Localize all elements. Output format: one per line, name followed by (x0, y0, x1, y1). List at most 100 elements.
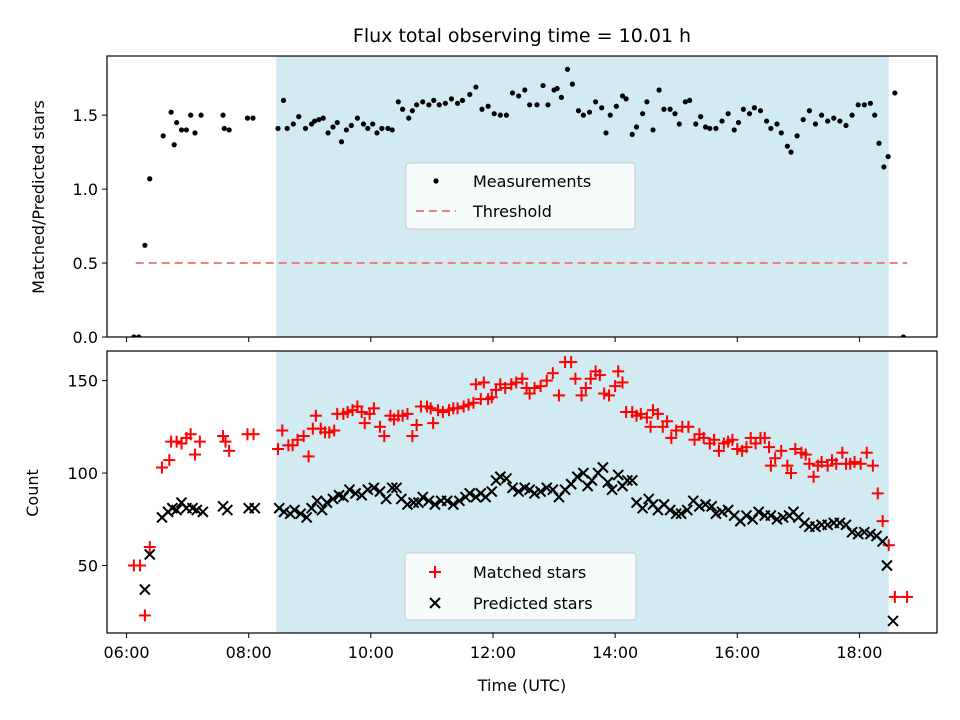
x-axis-label: Time (UTC) (477, 676, 566, 695)
matched-star-point (603, 389, 616, 402)
predicted-star-point (316, 504, 328, 516)
measurement-point (280, 97, 287, 103)
measurement-point (302, 125, 309, 132)
measurement-point (192, 130, 198, 136)
matched-star-point (871, 487, 884, 500)
predicted-star-point (197, 506, 209, 518)
ratio-y-axis-label: Matched/Predicted stars (29, 100, 48, 294)
measurement-point (136, 334, 142, 337)
matched-star-point (133, 559, 146, 572)
predicted-star-point (881, 559, 893, 572)
measurement-point (881, 164, 887, 170)
measurement-point (751, 105, 757, 111)
measurement-point (284, 125, 290, 132)
matched-star-point (876, 515, 889, 528)
matched-star-point (510, 376, 523, 389)
matched-star-point (815, 455, 828, 468)
measurement-point (330, 124, 336, 130)
measurement-point (516, 93, 522, 99)
matched-star-point (612, 365, 625, 378)
ratio-y-tick-label: 0.0 (73, 328, 98, 347)
matched-star-point (609, 380, 622, 393)
legend-predicted-label: Predicted stars (473, 594, 593, 613)
matched-star-point (848, 455, 861, 468)
matched-star-point (155, 461, 168, 474)
predicted-star-point (500, 472, 513, 485)
matched-star-point (569, 372, 582, 385)
ratio-y-tick-label: 0.5 (73, 254, 98, 273)
measurement-point (312, 118, 318, 124)
measurement-point (198, 112, 204, 118)
matched-star-point (807, 470, 820, 483)
predicted-star-point (534, 485, 547, 498)
measurement-point (735, 119, 742, 126)
legend-measurement-marker (433, 178, 439, 184)
matched-star-point (552, 389, 565, 402)
predicted-star-point (380, 493, 392, 505)
measurement-point (825, 118, 831, 124)
measurement-point (725, 111, 731, 117)
measurement-point (676, 121, 682, 127)
measurement-point (509, 90, 516, 96)
matched-star-point (540, 374, 553, 387)
measurement-point (395, 99, 401, 105)
measurement-point (147, 176, 153, 182)
measurement-point (522, 87, 528, 93)
measurement-point (414, 102, 420, 108)
count-legend-box (404, 552, 637, 621)
predicted-star-point (305, 502, 318, 514)
measurement-point (168, 109, 174, 115)
measurement-point (788, 149, 794, 155)
matched-star-point (163, 454, 176, 467)
matched-star-point (665, 431, 678, 444)
measurement-point (360, 121, 367, 127)
measurement-point (876, 140, 882, 146)
matched-star-point (410, 418, 423, 431)
measurement-point (459, 97, 466, 103)
matched-star-point (785, 467, 798, 480)
measurement-point (872, 112, 878, 118)
measurement-point (812, 121, 819, 127)
matched-star-point (769, 452, 782, 465)
legend-predicted-marker (429, 597, 441, 609)
measurement-point (806, 108, 812, 114)
predicted-star-point (417, 491, 429, 503)
matched-star-point (223, 444, 236, 457)
measurement-point (592, 99, 599, 105)
ratio-y-tick-label: 1.5 (73, 106, 98, 125)
measurement-point (178, 127, 185, 133)
count-plot-frame (106, 350, 938, 634)
predicted-star-point (343, 483, 356, 496)
matched-star-point (575, 389, 588, 402)
measurement-point (171, 142, 177, 148)
measurement-point (768, 125, 774, 132)
measurement-point (885, 153, 891, 160)
matched-star-point (188, 448, 201, 461)
predicted-star-point (705, 500, 718, 513)
matched-star-point (697, 431, 710, 444)
count-panel: 50 100 150 06:00 08:00 10:00 12:00 14:00 16:00 1… (23, 350, 938, 695)
measurement-point (540, 82, 546, 89)
matched-star-point (712, 444, 725, 457)
measurement-point (409, 108, 415, 114)
matched-star-point (427, 417, 440, 430)
measurement-point (325, 130, 331, 136)
predicted-star-point (321, 496, 333, 509)
predicted-star-point (664, 504, 676, 516)
measurement-point (613, 103, 619, 109)
measurement-point (586, 109, 593, 115)
measurement-point (527, 102, 533, 108)
measurement-point (599, 105, 605, 111)
measurement-point (698, 114, 704, 120)
matched-star-point (184, 428, 197, 441)
measurement-point (575, 108, 582, 114)
measurement-point (746, 111, 753, 117)
measurement-point (338, 139, 345, 145)
measurement-point (843, 122, 849, 129)
matched-star-point (789, 443, 802, 456)
measurement-point (420, 99, 426, 105)
measurement-point (580, 112, 586, 118)
measurement-point (607, 112, 613, 118)
count-y-tick-label: 50 (78, 557, 98, 576)
measurement-point (442, 100, 448, 106)
